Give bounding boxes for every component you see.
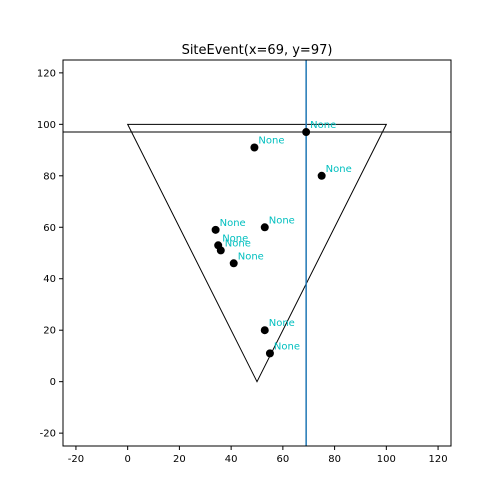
y-tick-label: 60 <box>43 223 56 234</box>
point-label: None <box>225 238 251 249</box>
point-label: None <box>269 318 295 329</box>
axis-ticks: -20 0 20 40 60 80 100 120 -20 0 20 40 60 80 100 120 <box>37 68 448 465</box>
x-tick-label: 100 <box>377 454 396 465</box>
point-label: None <box>238 251 264 262</box>
x-tick-label: 60 <box>276 454 289 465</box>
point-label: None <box>222 233 248 244</box>
x-tick-label: 0 <box>124 454 130 465</box>
site-point <box>211 225 220 234</box>
site-point <box>229 259 238 268</box>
chart-title: SiteEvent(x=69, y=97) <box>182 43 333 58</box>
x-tick-label: 80 <box>328 454 341 465</box>
plot-area <box>62 59 452 447</box>
point-label: None <box>274 341 300 352</box>
y-tick-label: 80 <box>43 171 56 182</box>
point-label: None <box>220 218 246 229</box>
site-point <box>265 349 274 358</box>
x-tick-label: 40 <box>225 454 238 465</box>
x-tick-label: 120 <box>429 454 448 465</box>
x-tick-label: 20 <box>173 454 186 465</box>
site-point <box>317 171 326 180</box>
y-tick-label: 120 <box>37 68 56 79</box>
point-label: None <box>269 215 295 226</box>
site-point <box>260 326 269 335</box>
point-label: None <box>326 164 352 175</box>
y-tick-label: 0 <box>50 377 56 388</box>
y-tick-label: -20 <box>40 429 56 440</box>
site-point <box>250 143 259 152</box>
site-point <box>216 246 225 255</box>
site-point <box>302 128 311 137</box>
point-label: None <box>258 135 284 146</box>
point-label: None <box>310 120 336 131</box>
y-tick-label: 40 <box>43 274 56 285</box>
x-tick-label: -20 <box>68 454 84 465</box>
site-point <box>260 223 269 232</box>
y-tick-label: 20 <box>43 326 56 337</box>
bounding-triangle <box>126 123 388 383</box>
y-tick-label: 100 <box>37 120 56 131</box>
